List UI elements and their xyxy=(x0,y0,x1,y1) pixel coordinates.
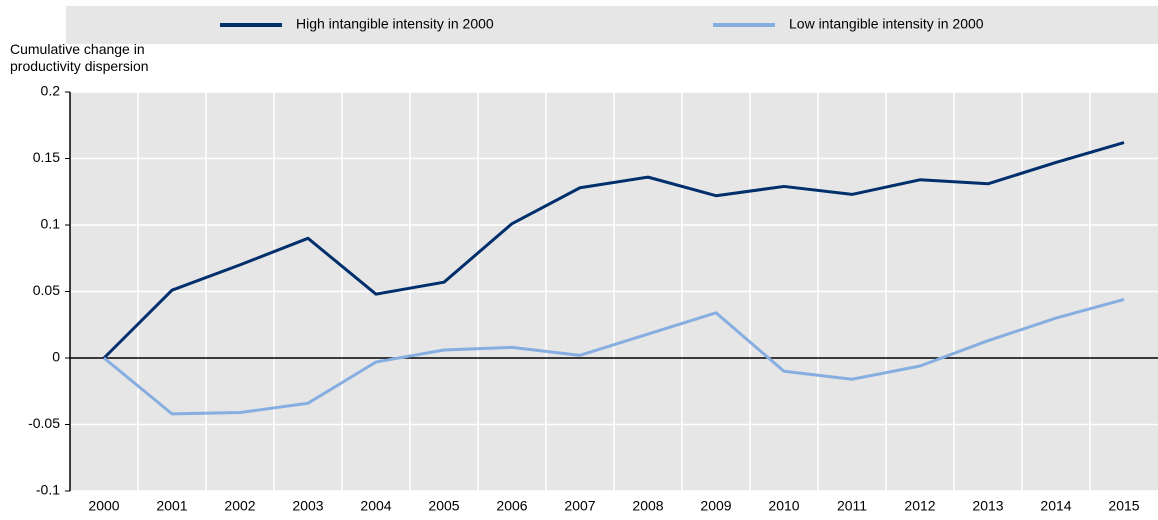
y-tick-label: 0.2 xyxy=(41,83,61,99)
x-tick-label: 2008 xyxy=(632,498,663,514)
legend-label: High intangible intensity in 2000 xyxy=(296,16,494,32)
x-tick-label: 2009 xyxy=(700,498,731,514)
x-tick-label: 2001 xyxy=(156,498,187,514)
x-tick-label: 2015 xyxy=(1108,498,1139,514)
series-line xyxy=(102,141,1125,360)
x-tick-label: 2005 xyxy=(428,498,459,514)
x-tick-label: 2007 xyxy=(564,498,595,514)
y-tick-label: 0.1 xyxy=(41,216,61,232)
x-tick-label: 2006 xyxy=(496,498,527,514)
x-tick-label: 2010 xyxy=(768,498,799,514)
legend-label: Low intangible intensity in 2000 xyxy=(789,16,984,32)
x-tick-label: 2004 xyxy=(360,498,391,514)
y-tick-label: -0.1 xyxy=(36,482,60,498)
y-tick-label: -0.05 xyxy=(28,415,60,431)
x-tick-label: 2012 xyxy=(904,498,935,514)
x-tick-label: 2000 xyxy=(88,498,119,514)
y-tick-label: 0 xyxy=(52,349,60,365)
x-tick-label: 2011 xyxy=(837,498,867,514)
y-tick-label: 0.05 xyxy=(33,282,60,298)
y-axis-label: Cumulative change in productivity disper… xyxy=(10,41,149,74)
x-tick-label: 2003 xyxy=(292,498,323,514)
x-tick-label: 2013 xyxy=(972,498,1003,514)
series-line xyxy=(103,298,1125,416)
x-tick-label: 2014 xyxy=(1040,498,1071,514)
y-tick-label: 0.15 xyxy=(33,149,60,165)
x-tick-label: 2002 xyxy=(224,498,255,514)
